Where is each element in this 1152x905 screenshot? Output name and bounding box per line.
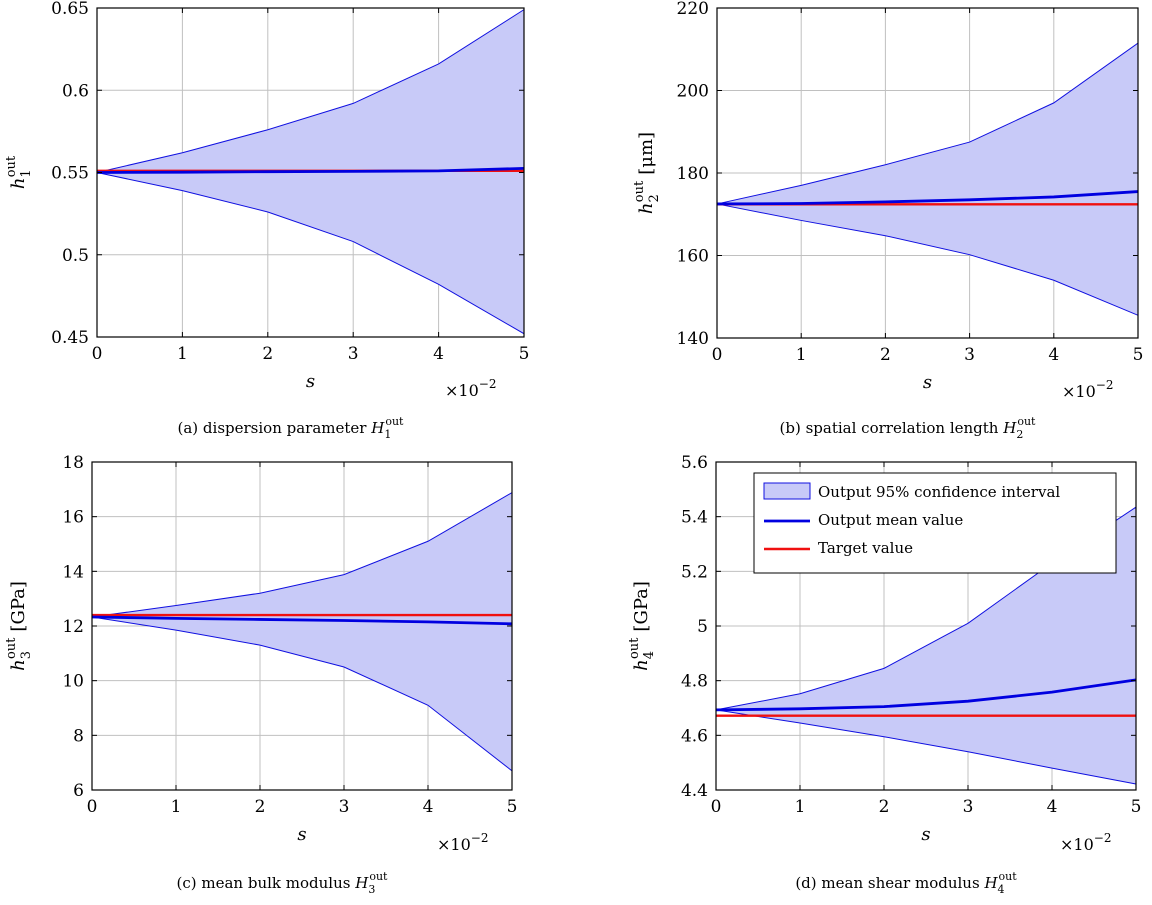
chart-panel-a: 0 1 2 3 4 5 0.45 0.5 0.55 0.6 0.65 s ×10−2 h1out (a) d… <box>4 0 529 441</box>
y-axis-label: h3out[GPa] <box>4 581 34 671</box>
x-tick-label: 5 <box>1131 797 1142 817</box>
y-tick-label: 5.2 <box>681 562 708 582</box>
y-axis-label: h1out <box>4 155 34 189</box>
x-tick-label: 1 <box>177 344 188 364</box>
legend-entry: Output 95% confidence interval <box>818 483 1060 501</box>
x-tick-label: 2 <box>879 797 890 817</box>
confidence-band-area <box>91 491 513 772</box>
y-tick-label: 0.5 <box>62 246 89 266</box>
y-tick-label: 8 <box>73 726 84 746</box>
legend-entry: Output mean value <box>818 511 963 529</box>
x-axis-multiplier: ×10−2 <box>437 831 488 854</box>
x-axis-multiplier: ×10−2 <box>1060 831 1111 854</box>
y-tick-label: 4.4 <box>681 781 708 801</box>
x-tick-label: 0 <box>712 345 723 365</box>
x-axis-label: s <box>921 824 930 845</box>
y-tick-label: 0.6 <box>62 81 89 101</box>
x-axis-label: s <box>306 371 315 392</box>
y-axis-label: h2out[μm] <box>632 132 662 214</box>
chart-panel-d: 0 1 2 3 4 5 4.4 4.6 4.8 5 5.2 5.4 5.6 s ×10−2 h4out[GPa… <box>627 453 1141 896</box>
legend-swatch-band <box>763 482 811 500</box>
y-tick-label: 180 <box>677 164 709 184</box>
legend-box <box>753 472 1117 574</box>
x-tick-label: 3 <box>339 797 350 817</box>
y-tick-label: 12 <box>62 617 84 637</box>
confidence-band-area <box>716 42 1139 317</box>
subfigure-caption: (c) mean bulk modulus H3out <box>177 870 389 896</box>
y-tick-label: 5.4 <box>681 508 708 528</box>
y-tick-label: 0.65 <box>51 0 89 19</box>
x-tick-label: 3 <box>348 344 359 364</box>
y-tick-label: 160 <box>677 247 709 267</box>
x-axis-multiplier: ×10−2 <box>1062 378 1113 401</box>
y-tick-label: 10 <box>62 672 84 692</box>
output-mean-line <box>715 678 1137 712</box>
subfigure-caption: (a) dispersion parameter H1out <box>178 415 405 441</box>
x-tick-label: 1 <box>795 797 806 817</box>
y-tick-label: 140 <box>677 329 709 349</box>
x-tick-label: 4 <box>1047 797 1058 817</box>
x-tick-label: 2 <box>255 797 266 817</box>
y-tick-label: 220 <box>677 0 709 19</box>
x-axis-multiplier: ×10−2 <box>445 377 496 400</box>
legend-entry: Target value <box>818 539 913 557</box>
x-axis-label: s <box>297 824 306 845</box>
subfigure-caption: (d) mean shear modulus H4out <box>795 870 1017 896</box>
x-tick-label: 4 <box>423 797 434 817</box>
x-tick-label: 1 <box>796 345 807 365</box>
y-tick-label: 6 <box>73 781 84 801</box>
output-mean-line <box>716 190 1139 206</box>
x-tick-label: 3 <box>963 797 974 817</box>
x-tick-label: 1 <box>171 797 182 817</box>
y-axis-label: h4out[GPa] <box>627 581 657 671</box>
y-tick-label: 18 <box>62 453 84 473</box>
y-tick-label: 14 <box>62 562 84 582</box>
x-tick-label: 0 <box>711 797 722 817</box>
y-tick-label: 200 <box>677 82 709 102</box>
x-tick-label: 0 <box>92 344 103 364</box>
chart-panel-b: 0 1 2 3 4 5 140 160 180 200 220 s ×10−2 h2out[μm] (b) … <box>632 0 1143 441</box>
y-tick-label: 5.6 <box>681 453 708 473</box>
x-tick-label: 3 <box>964 345 975 365</box>
x-tick-label: 2 <box>880 345 891 365</box>
subfigure-caption: (b) spatial correlation length H2out <box>780 415 1037 441</box>
y-tick-label: 5 <box>697 617 708 637</box>
x-tick-label: 5 <box>519 344 530 364</box>
y-tick-label: 0.45 <box>51 328 89 348</box>
chart-legend: Output 95% confidence interval Output mea… <box>753 472 1117 574</box>
x-axis-label: s <box>923 372 932 393</box>
y-tick-label: 4.6 <box>681 726 708 746</box>
output-mean-line <box>91 615 513 626</box>
x-tick-label: 4 <box>1048 345 1059 365</box>
x-tick-label: 0 <box>87 797 98 817</box>
x-tick-label: 5 <box>507 797 518 817</box>
y-tick-label: 4.8 <box>681 672 708 692</box>
y-tick-label: 16 <box>62 508 84 528</box>
x-tick-label: 4 <box>433 344 444 364</box>
x-tick-label: 2 <box>262 344 273 364</box>
x-tick-label: 5 <box>1133 345 1144 365</box>
y-tick-label: 0.55 <box>51 164 89 184</box>
output-mean-line <box>96 166 525 174</box>
